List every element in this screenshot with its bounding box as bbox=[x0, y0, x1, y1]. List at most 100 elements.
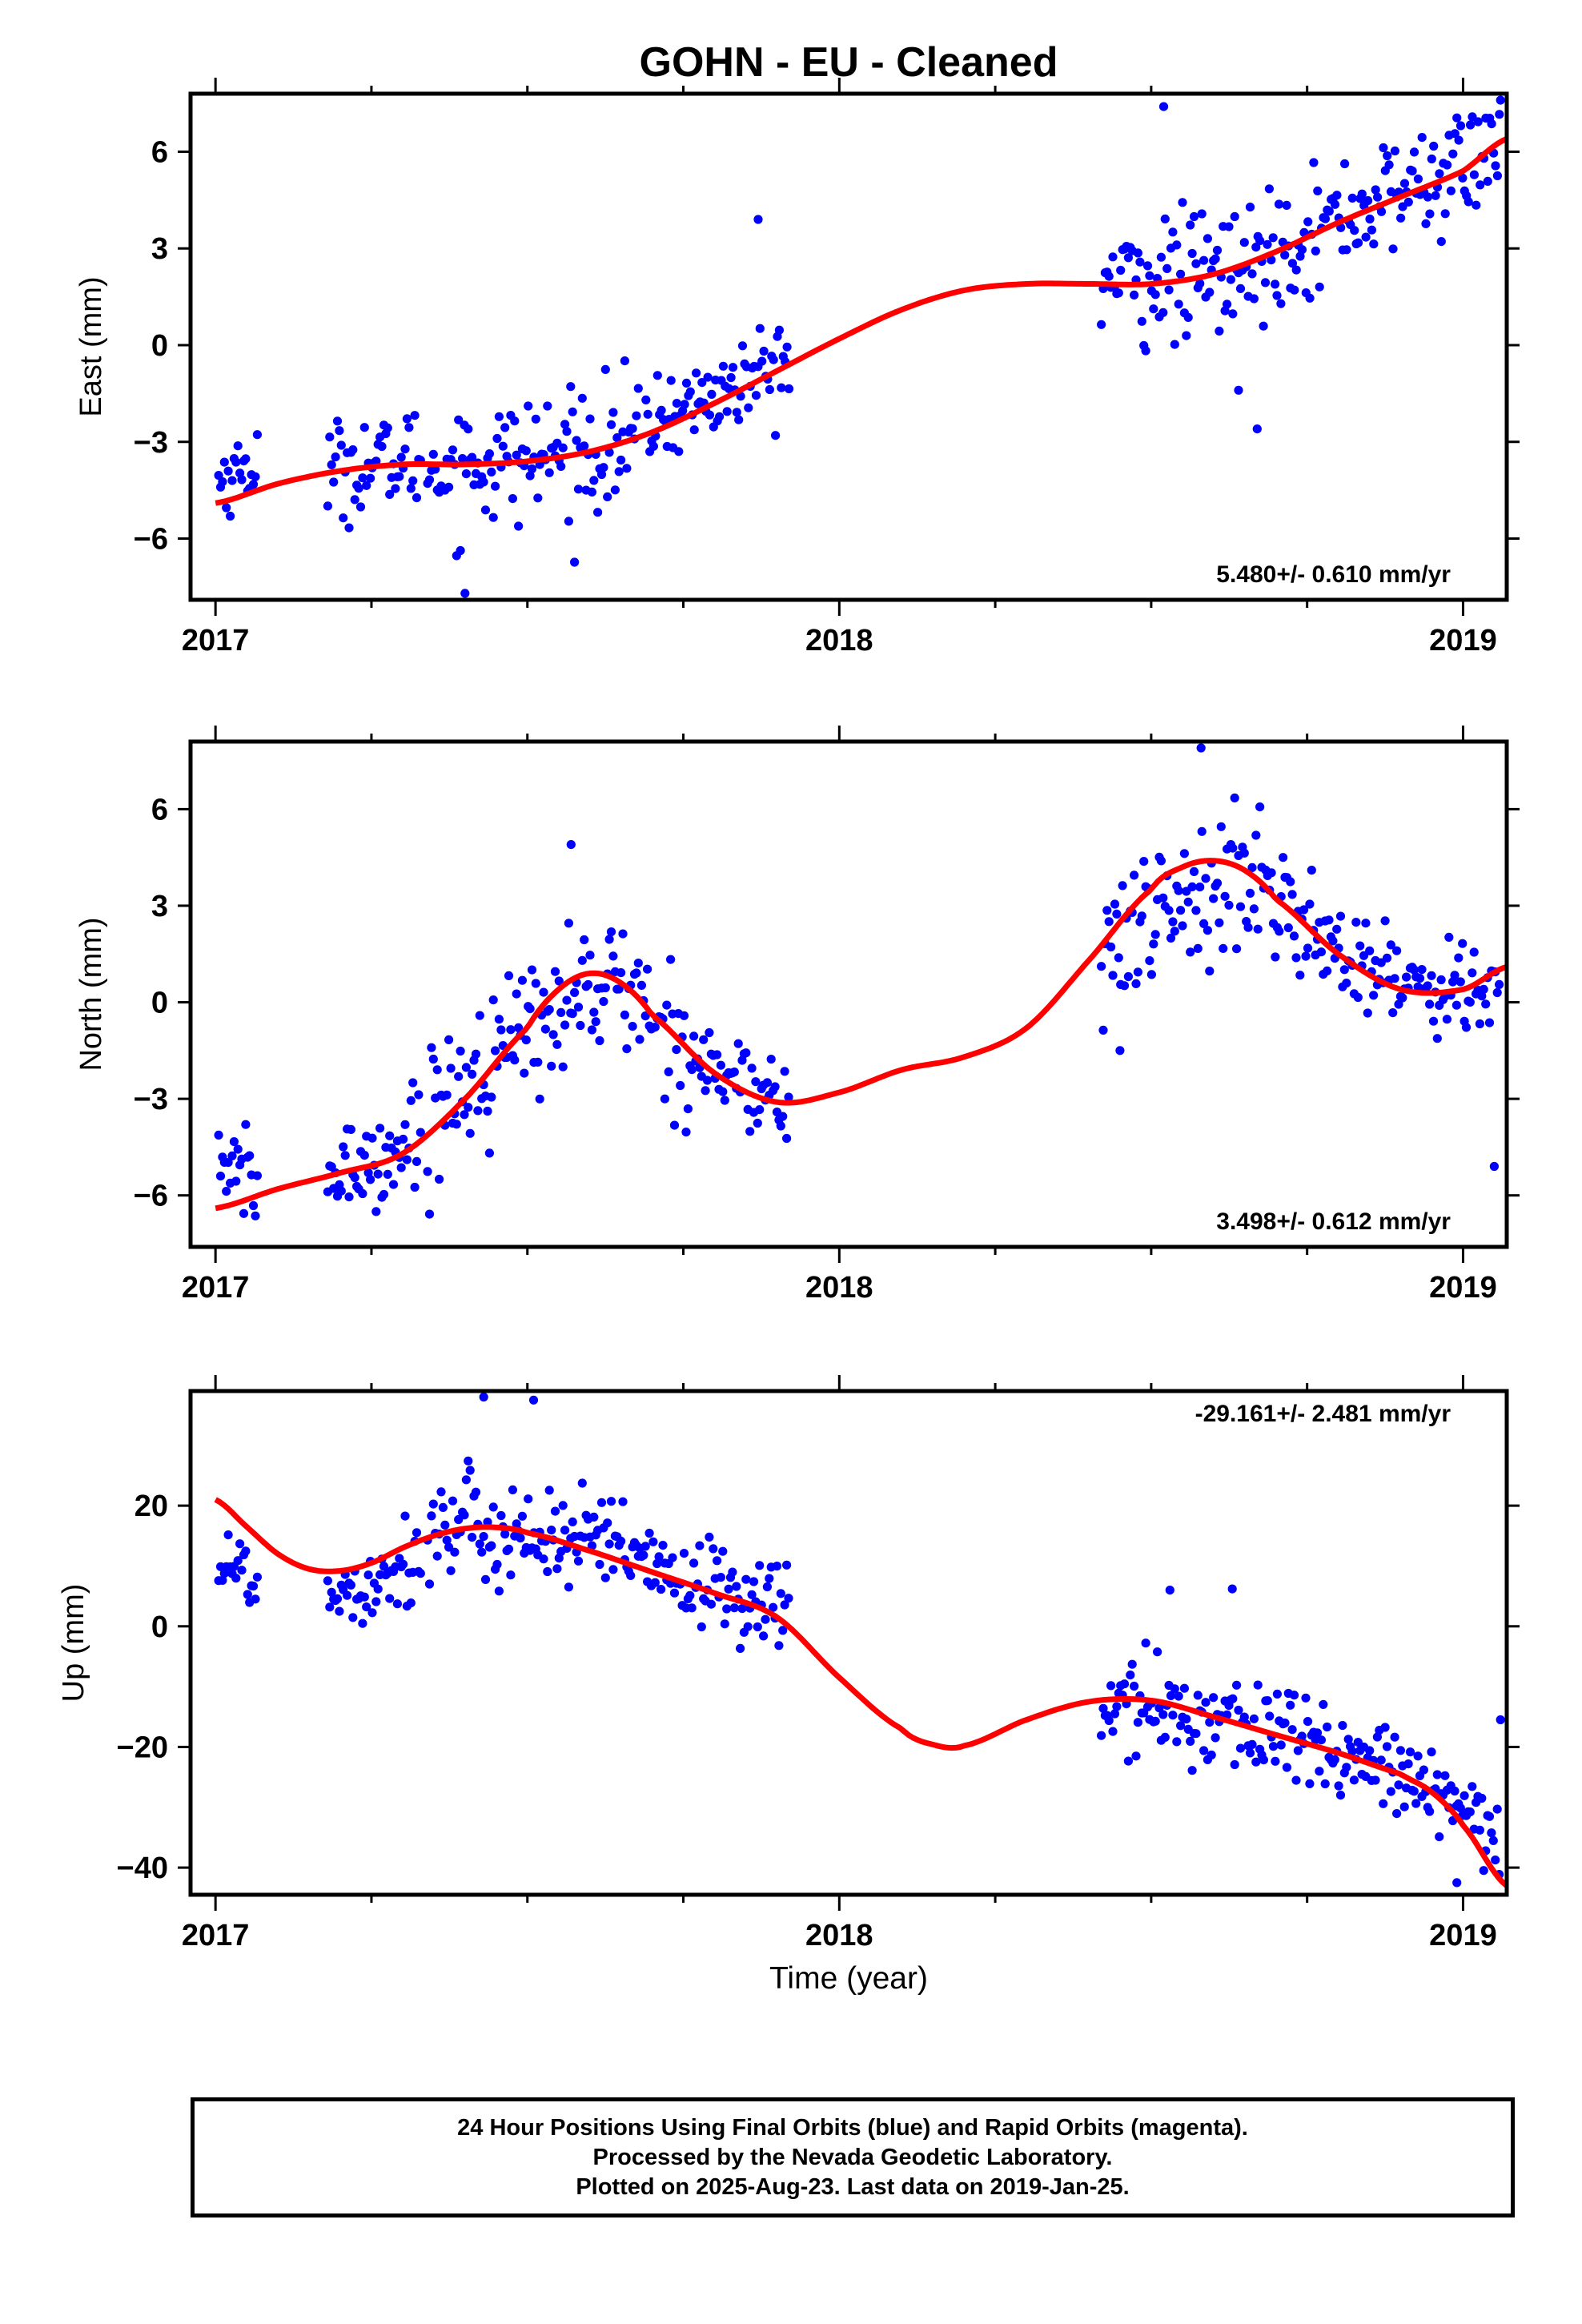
east-x-tick-label: 2018 bbox=[805, 624, 873, 657]
east-data-point bbox=[1142, 261, 1153, 271]
up-data-point bbox=[679, 1549, 689, 1558]
up-data-point bbox=[616, 1536, 626, 1546]
east-data-point bbox=[219, 457, 229, 467]
east-data-point bbox=[325, 432, 335, 442]
east-data-point bbox=[1187, 248, 1197, 259]
east-data-point bbox=[1123, 253, 1133, 263]
up-data-point bbox=[492, 1559, 502, 1570]
east-data-point bbox=[508, 494, 518, 504]
east-data-point bbox=[589, 476, 599, 485]
east-data-point bbox=[1197, 209, 1207, 219]
north-data-point bbox=[628, 1022, 637, 1031]
east-data-point bbox=[484, 449, 495, 459]
north-data-point bbox=[1102, 906, 1112, 915]
up-data-point bbox=[323, 1576, 332, 1586]
up-data-point bbox=[460, 1510, 469, 1520]
up-data-point bbox=[1170, 1684, 1179, 1694]
east-data-point bbox=[1409, 147, 1419, 157]
footer-line-processed: Processed by the Nevada Geodetic Laborat… bbox=[592, 2144, 1113, 2170]
east-data-point bbox=[428, 449, 438, 459]
east-data-point bbox=[737, 341, 748, 351]
north-data-point bbox=[681, 1128, 691, 1137]
up-data-point bbox=[1395, 1746, 1405, 1755]
up-data-point bbox=[1141, 1638, 1150, 1648]
east-data-point bbox=[560, 420, 570, 429]
east-data-point bbox=[1353, 238, 1363, 247]
up-data-point bbox=[685, 1590, 695, 1600]
up-data-point bbox=[1382, 1742, 1392, 1751]
east-data-point bbox=[774, 325, 785, 335]
up-data-point bbox=[1496, 1715, 1505, 1725]
north-data-point bbox=[1189, 866, 1199, 876]
east-data-point bbox=[1133, 248, 1142, 258]
north-data-point bbox=[1247, 862, 1257, 872]
north-data-point bbox=[713, 1050, 722, 1059]
north-data-point bbox=[359, 1151, 369, 1160]
east-data-point bbox=[1458, 173, 1468, 183]
up-data-point bbox=[528, 1395, 539, 1405]
east-data-point bbox=[331, 452, 340, 462]
up-data-point bbox=[716, 1573, 726, 1582]
up-data-point bbox=[325, 1602, 335, 1612]
up-data-point bbox=[1460, 1791, 1469, 1800]
north-data-point bbox=[1174, 886, 1183, 895]
up-data-point bbox=[233, 1556, 243, 1566]
up-data-point bbox=[644, 1528, 654, 1538]
up-data-point bbox=[1323, 1722, 1332, 1732]
north-data-point bbox=[408, 1078, 418, 1088]
up-data-point bbox=[755, 1561, 765, 1570]
up-data-point bbox=[736, 1643, 745, 1653]
up-x-tick-label: 2018 bbox=[805, 1919, 873, 1952]
east-data-point bbox=[568, 407, 577, 416]
up-data-point bbox=[1247, 1739, 1257, 1749]
up-data-point bbox=[1153, 1647, 1162, 1657]
north-data-point bbox=[1191, 906, 1201, 915]
north-data-point bbox=[662, 1000, 672, 1010]
north-data-point bbox=[564, 919, 574, 928]
north-data-point bbox=[229, 1137, 239, 1147]
east-data-point bbox=[391, 484, 400, 493]
up-data-point bbox=[1301, 1693, 1311, 1703]
north-y-tick-label: −3 bbox=[134, 1083, 168, 1116]
up-data-point bbox=[373, 1584, 383, 1594]
up-data-point bbox=[1303, 1717, 1313, 1727]
east-data-point bbox=[362, 480, 371, 490]
up-data-point bbox=[1108, 1727, 1118, 1736]
north-data-point bbox=[1386, 940, 1395, 950]
up-data-point bbox=[765, 1574, 774, 1583]
east-data-point bbox=[1183, 312, 1193, 322]
east-data-point bbox=[1379, 143, 1388, 153]
up-data-point bbox=[543, 1566, 552, 1577]
east-data-point bbox=[1435, 169, 1444, 179]
up-data-point bbox=[1110, 1709, 1120, 1719]
north-data-point bbox=[1425, 999, 1435, 1009]
north-data-point bbox=[1253, 924, 1263, 934]
east-data-point bbox=[1427, 154, 1436, 164]
east-data-point bbox=[1195, 279, 1205, 288]
east-data-point bbox=[1263, 239, 1272, 249]
north-data-point bbox=[1351, 918, 1361, 927]
east-data-point bbox=[1313, 186, 1323, 195]
up-data-point bbox=[524, 1494, 533, 1504]
east-data-point bbox=[336, 440, 346, 450]
north-data-point bbox=[402, 1155, 412, 1164]
up-data-point bbox=[1191, 1729, 1201, 1739]
north-data-point bbox=[1332, 924, 1342, 934]
east-data-point bbox=[1260, 278, 1271, 287]
north-data-point bbox=[1301, 951, 1311, 961]
east-data-point bbox=[248, 480, 259, 489]
north-data-point bbox=[464, 1103, 473, 1112]
north-data-point bbox=[1205, 967, 1215, 976]
up-data-point bbox=[1475, 1825, 1484, 1835]
north-data-point bbox=[784, 1092, 793, 1102]
east-data-point bbox=[1469, 170, 1479, 179]
up-data-point bbox=[371, 1597, 381, 1606]
north-data-point bbox=[1287, 890, 1297, 899]
north-data-point bbox=[701, 1086, 710, 1096]
east-data-point bbox=[707, 389, 717, 399]
east-data-point bbox=[408, 476, 418, 485]
north-data-point bbox=[636, 980, 647, 990]
east-data-point bbox=[354, 484, 363, 493]
up-data-point bbox=[774, 1641, 784, 1651]
north-data-point bbox=[435, 1174, 444, 1184]
